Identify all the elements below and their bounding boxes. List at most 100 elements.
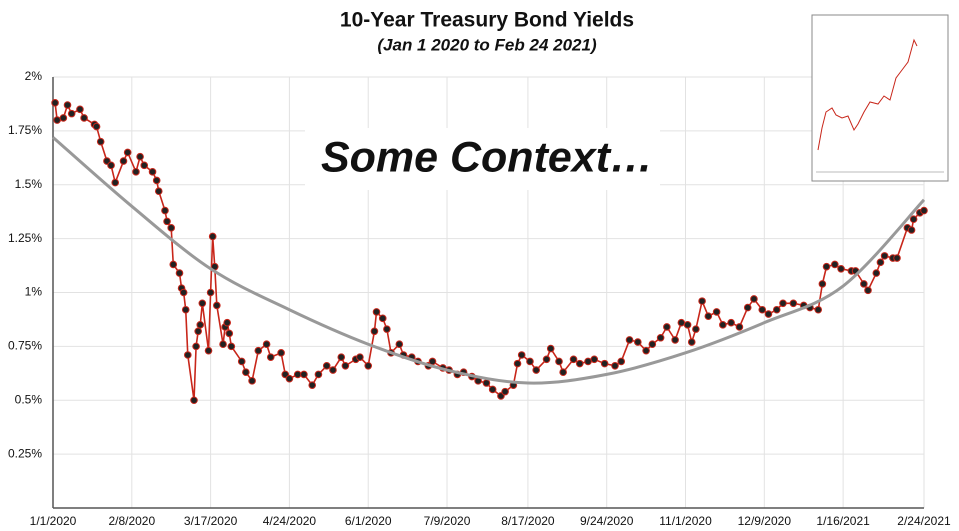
y-tick-label: 1%	[25, 285, 43, 299]
data-point	[190, 396, 198, 405]
data-point	[169, 260, 178, 269]
chart-title: 10-Year Treasury Bond Yields	[340, 9, 634, 32]
x-tick-label: 1/16/2021	[816, 514, 870, 528]
data-point	[428, 357, 437, 366]
y-tick-label: 2%	[25, 69, 43, 83]
annotation: Some Context…	[321, 133, 653, 181]
data-point	[876, 258, 885, 267]
x-tick-label: 3/17/2020	[184, 514, 238, 528]
data-point	[569, 355, 578, 364]
inset-line	[817, 38, 918, 151]
data-point	[764, 310, 773, 318]
data-point	[167, 224, 176, 232]
data-point	[63, 101, 72, 109]
data-point	[341, 361, 350, 370]
y-tick-label: 0.5%	[15, 392, 43, 406]
data-point	[546, 344, 555, 353]
data-point	[909, 215, 918, 224]
y-tick-label: 0.25%	[8, 446, 42, 460]
data-point	[370, 327, 379, 336]
data-point	[677, 318, 686, 327]
x-tick-label: 9/24/2020	[580, 514, 634, 528]
data-point	[132, 168, 140, 176]
data-point	[163, 217, 171, 226]
x-tick-label: 2/24/2021	[897, 514, 951, 528]
data-point	[92, 122, 101, 131]
x-tick-label: 1/1/2020	[30, 514, 77, 528]
data-point	[698, 297, 706, 305]
data-point	[683, 321, 692, 329]
data-point	[308, 381, 317, 389]
data-point	[750, 295, 758, 303]
data-point	[822, 262, 831, 271]
data-point	[584, 357, 592, 366]
data-point	[254, 346, 263, 355]
data-point	[140, 161, 149, 170]
x-tick-label: 8/17/2020	[501, 514, 555, 528]
data-point	[864, 286, 872, 295]
trend-line	[52, 136, 926, 385]
data-point	[907, 226, 916, 234]
data-point	[727, 318, 735, 327]
data-point	[648, 340, 657, 349]
data-point	[223, 318, 231, 327]
data-point	[179, 288, 188, 297]
data-point	[789, 299, 798, 308]
inset-frame	[811, 14, 949, 182]
data-point	[196, 321, 205, 329]
annotation-background	[305, 128, 660, 190]
data-point	[136, 152, 144, 161]
data-point	[611, 361, 619, 370]
data-point	[814, 305, 823, 314]
y-tick-label: 0.75%	[8, 339, 42, 353]
data-point	[148, 168, 157, 176]
data-point	[818, 280, 827, 288]
data-point	[517, 351, 526, 359]
x-tick-label: 4/24/2020	[263, 514, 317, 528]
data-point	[248, 377, 256, 385]
data-point	[532, 366, 540, 374]
data-point	[119, 157, 128, 165]
x-tick-label: 2/8/2020	[108, 514, 155, 528]
data-point	[364, 361, 373, 370]
y-tick-label: 1.25%	[8, 231, 42, 245]
data-point	[213, 301, 221, 310]
data-point	[322, 361, 331, 370]
data-point	[743, 303, 752, 312]
data-point	[111, 178, 120, 187]
data-point	[687, 338, 696, 346]
data-point	[555, 357, 563, 366]
data-point	[372, 308, 381, 316]
data-point	[872, 269, 881, 277]
data-point	[513, 359, 522, 368]
inset-thumbnail	[811, 14, 949, 182]
data-point	[175, 269, 184, 277]
data-point	[277, 349, 285, 357]
data-point	[206, 288, 215, 297]
data-point	[772, 305, 781, 314]
data-point	[526, 357, 534, 366]
data-point	[758, 305, 767, 314]
data-point	[600, 359, 609, 368]
data-point	[237, 357, 246, 366]
data-point	[329, 366, 337, 374]
data-point	[488, 385, 497, 394]
data-point	[860, 280, 868, 288]
data-point	[356, 353, 364, 361]
data-point	[80, 114, 88, 122]
data-point	[227, 342, 236, 351]
data-point	[107, 161, 115, 170]
data-point	[590, 355, 599, 364]
data-point	[656, 333, 665, 342]
data-point	[837, 264, 845, 273]
data-point	[634, 338, 642, 346]
data-point	[779, 299, 787, 308]
data-point	[300, 370, 308, 379]
data-point	[501, 387, 509, 396]
data-point	[59, 114, 68, 122]
data-point	[285, 374, 294, 383]
data-point	[719, 321, 727, 329]
data-point	[671, 336, 679, 344]
